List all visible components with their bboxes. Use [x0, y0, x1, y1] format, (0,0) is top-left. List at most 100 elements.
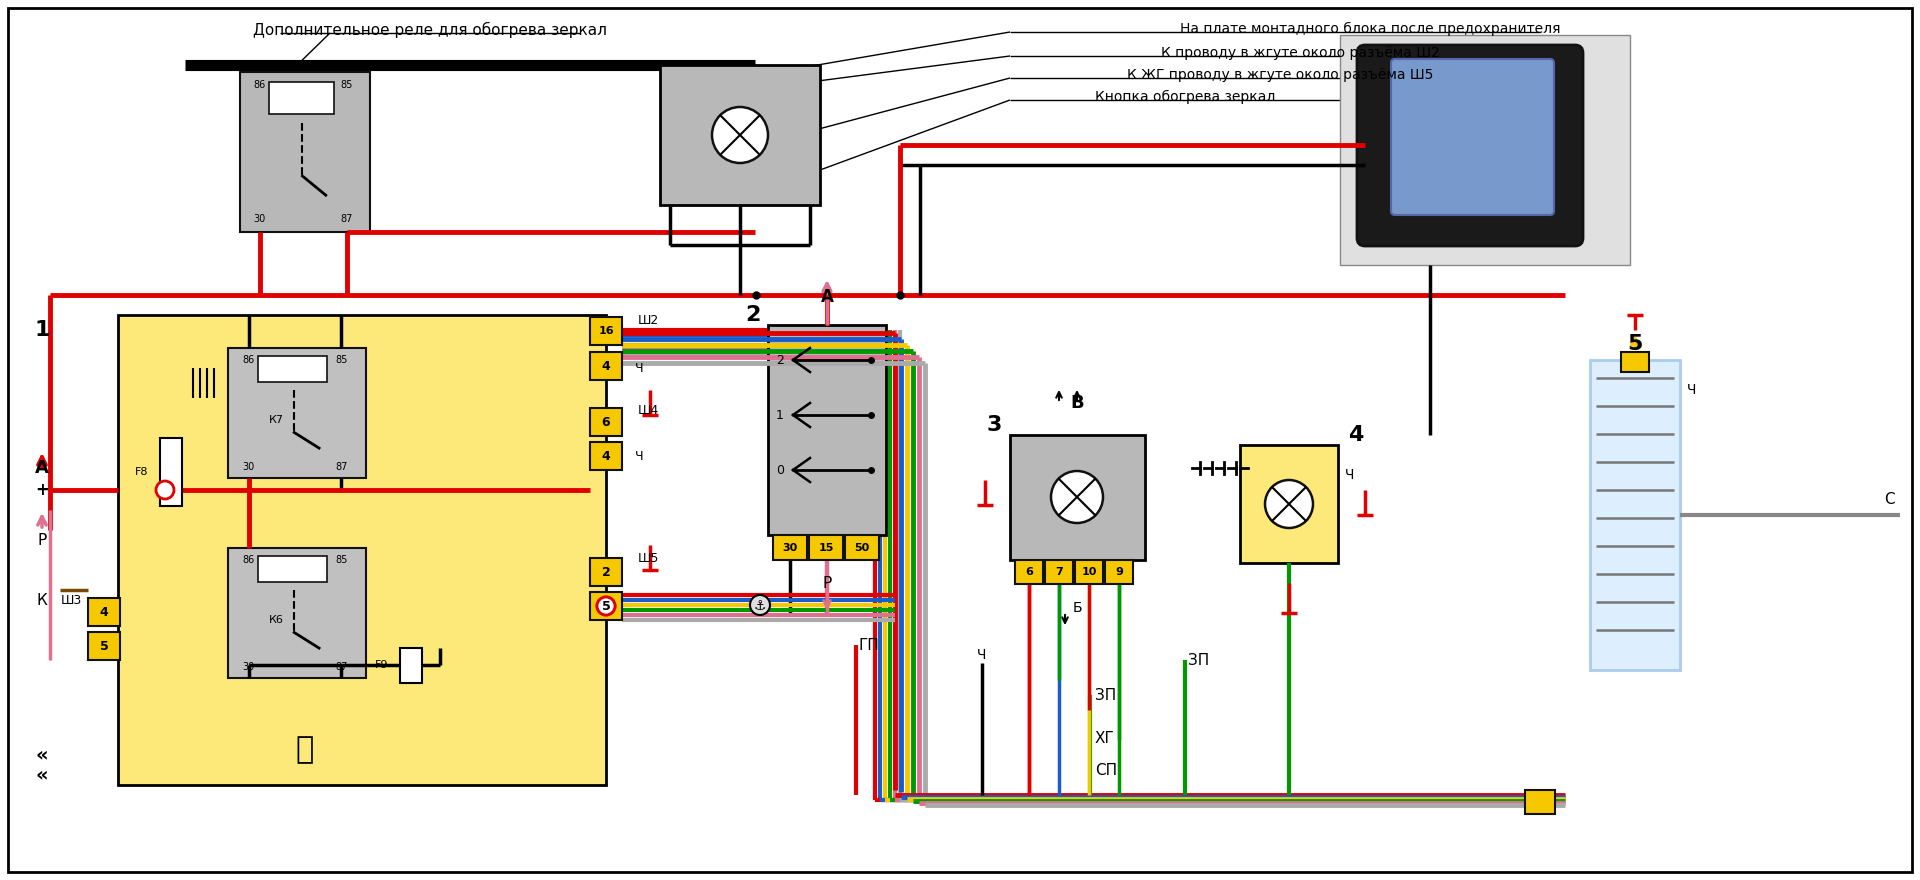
Text: 2: 2 — [776, 354, 783, 366]
Bar — [1044, 560, 1073, 584]
Bar — [1524, 790, 1555, 814]
Text: F8: F8 — [134, 467, 148, 477]
Text: 15: 15 — [818, 542, 833, 553]
Bar — [1620, 352, 1649, 372]
Text: Б: Б — [1071, 601, 1081, 615]
Bar — [1016, 560, 1043, 584]
Bar — [589, 558, 622, 586]
Text: Ш2: Ш2 — [637, 313, 659, 326]
Text: ⚿: ⚿ — [296, 736, 315, 765]
Bar — [589, 408, 622, 436]
Bar — [589, 592, 622, 620]
Circle shape — [1050, 471, 1102, 523]
Text: 4: 4 — [1348, 425, 1363, 445]
Circle shape — [597, 597, 614, 615]
Bar — [660, 65, 820, 205]
Bar — [589, 317, 622, 345]
Bar — [768, 325, 885, 535]
Bar — [1590, 360, 1680, 670]
Bar — [259, 356, 326, 382]
Text: 16: 16 — [599, 326, 614, 336]
Text: 85: 85 — [334, 554, 348, 564]
Text: 9: 9 — [1116, 567, 1123, 577]
Text: 86: 86 — [242, 554, 255, 564]
Bar — [159, 438, 182, 506]
Text: ГП: ГП — [858, 637, 879, 652]
Text: 87: 87 — [334, 662, 348, 671]
Bar — [228, 548, 367, 678]
Bar — [88, 632, 119, 660]
Bar — [117, 315, 607, 785]
Text: Ч: Ч — [977, 648, 987, 662]
Text: 85: 85 — [334, 355, 348, 364]
Text: С: С — [1884, 492, 1895, 507]
Bar — [269, 82, 334, 114]
Text: Ш5: Ш5 — [637, 552, 659, 564]
Text: 2: 2 — [745, 305, 760, 325]
Bar — [1075, 560, 1102, 584]
Bar — [259, 556, 326, 582]
Text: 86: 86 — [253, 80, 265, 90]
Text: На плате монтадного блока после предохранителя: На плате монтадного блока после предохра… — [1179, 22, 1561, 36]
Text: Ч: Ч — [1346, 468, 1356, 482]
Text: К проводу в жгуте около разъёма Ш2: К проводу в жгуте около разъёма Ш2 — [1160, 46, 1440, 60]
Text: Ш3: Ш3 — [61, 593, 83, 606]
Text: 85: 85 — [340, 80, 353, 90]
Text: 5: 5 — [100, 640, 108, 652]
Text: К: К — [36, 592, 48, 607]
Circle shape — [1265, 480, 1313, 528]
Text: 2: 2 — [601, 566, 611, 578]
Text: 5: 5 — [1628, 334, 1644, 354]
Text: F9: F9 — [374, 660, 388, 670]
Bar — [1340, 35, 1630, 265]
Circle shape — [712, 107, 768, 163]
Bar — [399, 648, 422, 683]
Text: 5: 5 — [601, 599, 611, 612]
Text: 1: 1 — [35, 320, 50, 340]
Text: 87: 87 — [334, 461, 348, 472]
Text: ⚓: ⚓ — [755, 599, 766, 613]
Bar — [589, 442, 622, 470]
Text: А: А — [820, 288, 833, 306]
Text: Кнопка обогрева зеркал: Кнопка обогрева зеркал — [1094, 90, 1275, 104]
Text: 7: 7 — [1056, 567, 1064, 577]
Circle shape — [156, 481, 175, 499]
Text: 30: 30 — [253, 214, 265, 224]
Text: ЗП: ЗП — [1094, 687, 1116, 702]
Text: 6: 6 — [1025, 567, 1033, 577]
Bar — [1106, 560, 1133, 584]
Text: +: + — [35, 481, 48, 499]
Text: К ЖГ проводу в жгуте около разъёма Ш5: К ЖГ проводу в жгуте около разъёма Ш5 — [1127, 68, 1432, 82]
Text: 4: 4 — [601, 450, 611, 463]
Text: В: В — [1069, 394, 1083, 412]
Bar — [88, 598, 119, 626]
Text: 0: 0 — [776, 464, 783, 476]
Text: Р: Р — [822, 576, 831, 590]
Text: 3: 3 — [987, 415, 1002, 435]
Text: Ч: Ч — [636, 362, 643, 375]
Bar — [589, 352, 622, 380]
Text: К7: К7 — [269, 414, 284, 424]
Text: 87: 87 — [340, 214, 353, 224]
Text: ХГ: ХГ — [1094, 730, 1116, 745]
Text: 4: 4 — [100, 605, 108, 619]
Bar — [1240, 445, 1338, 563]
Bar — [808, 535, 843, 560]
Circle shape — [597, 597, 614, 615]
Text: 4: 4 — [601, 360, 611, 372]
Text: 30: 30 — [781, 542, 797, 553]
Bar — [1010, 435, 1144, 560]
Bar — [240, 72, 371, 232]
Circle shape — [751, 595, 770, 615]
Text: «: « — [36, 766, 48, 784]
Text: К6: К6 — [269, 614, 284, 625]
Bar — [845, 535, 879, 560]
Text: Р: Р — [36, 532, 46, 547]
Text: Ч: Ч — [1688, 383, 1697, 397]
FancyBboxPatch shape — [1357, 45, 1582, 246]
Text: Ч: Ч — [636, 450, 643, 463]
Text: «: « — [36, 745, 48, 765]
Text: 30: 30 — [242, 461, 255, 472]
Text: 10: 10 — [1081, 567, 1096, 577]
FancyBboxPatch shape — [1390, 59, 1553, 215]
